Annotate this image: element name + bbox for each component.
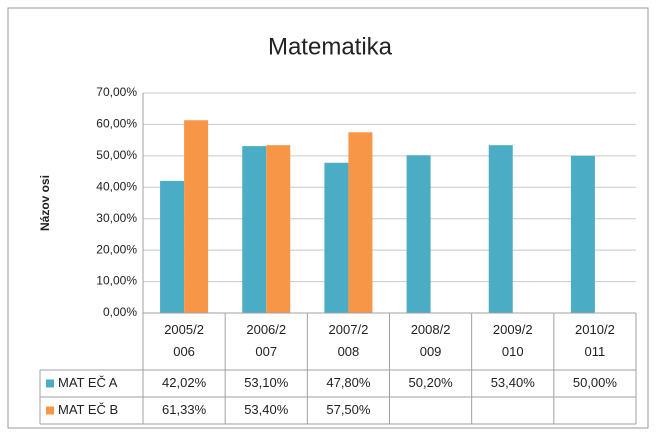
y-tick-label: 70,00% [96,85,137,99]
data-table-value: 61,33% [162,402,207,417]
legend-swatch [46,406,54,415]
x-tick-label: 2008/2 009 [411,322,451,359]
x-tick-label: 2007/2 008 [329,322,369,359]
y-axis-label: Názov osi [38,175,52,231]
x-tick-label: 2010/2 011 [575,322,615,359]
y-tick-label: 60,00% [96,117,137,131]
legend-label: MAT EČ B [58,402,118,417]
bar [348,132,373,313]
bar [406,155,431,313]
bar [324,162,349,313]
data-table-value: 42,02% [162,375,207,390]
y-tick-label: 0,00% [103,305,137,319]
x-tick-label: 2006/2 007 [246,322,286,359]
y-tick-label: 30,00% [96,211,137,225]
bar [184,120,209,314]
data-table-value: 57,50% [326,402,371,417]
bar [266,145,291,313]
chart-title: Matematika [268,33,393,60]
bar [570,155,595,313]
y-tick-label: 10,00% [96,274,137,288]
bar [242,146,267,313]
x-tick-label: 2009/2 010 [493,322,533,359]
y-tick-label: 20,00% [96,242,137,256]
legend-label: MAT EČ A [58,375,118,390]
y-tick-label: 40,00% [96,179,137,193]
x-tick-label: 2005/2 006 [164,322,204,359]
data-table-value: 53,40% [491,375,536,390]
data-table-value: 53,10% [244,375,289,390]
data-table-value: 53,40% [244,402,289,417]
data-table-value: 50,00% [573,375,618,390]
bar [488,145,513,313]
legend-swatch [46,379,54,388]
data-table-value: 47,80% [326,375,371,390]
bar [160,180,185,313]
data-table-value: 50,20% [409,375,454,390]
y-tick-label: 50,00% [96,148,137,162]
